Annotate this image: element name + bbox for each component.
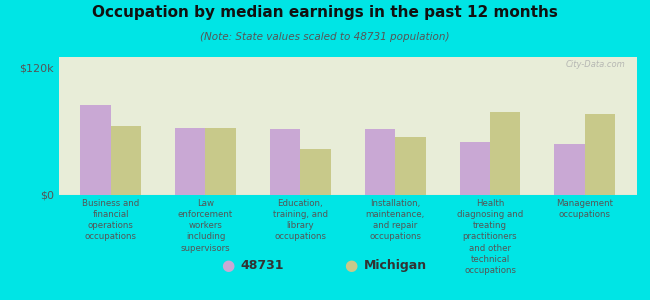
Bar xyxy=(395,136,426,195)
Bar xyxy=(585,114,615,195)
Bar xyxy=(300,149,331,195)
Bar xyxy=(460,142,490,195)
Text: Occupation by median earnings in the past 12 months: Occupation by median earnings in the pas… xyxy=(92,4,558,20)
Text: ●: ● xyxy=(221,258,234,273)
Bar xyxy=(175,128,205,195)
Text: 48731: 48731 xyxy=(240,259,284,272)
Bar xyxy=(205,128,236,195)
Text: (Note: State values scaled to 48731 population): (Note: State values scaled to 48731 popu… xyxy=(200,32,450,41)
Bar xyxy=(554,144,585,195)
Bar xyxy=(365,129,395,195)
Text: ●: ● xyxy=(344,258,358,273)
Text: Michigan: Michigan xyxy=(364,259,427,272)
Bar xyxy=(111,126,141,195)
Bar xyxy=(490,112,521,195)
Bar xyxy=(270,129,300,195)
Text: City-Data.com: City-Data.com xyxy=(566,60,625,69)
Bar xyxy=(81,105,110,195)
